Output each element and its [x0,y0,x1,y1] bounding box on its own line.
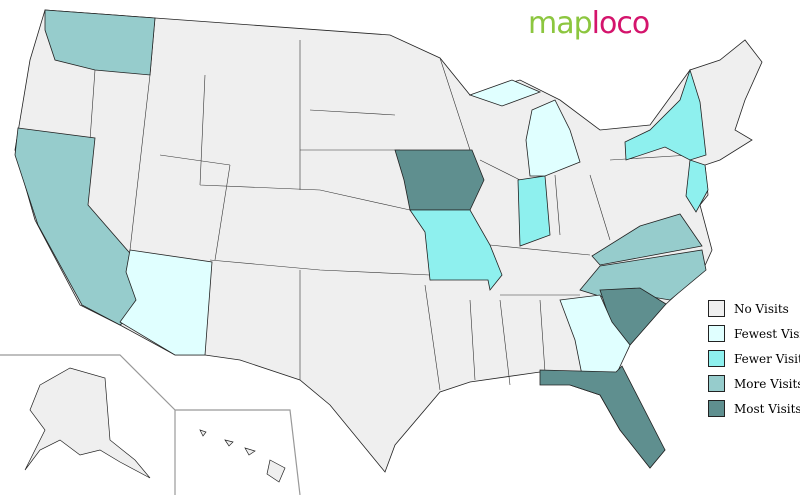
state-new-jersey [685,159,709,213]
legend-swatch [708,325,725,342]
state-michigan [468,79,581,177]
legend-item: Fewest Visits [708,321,800,346]
state-georgia [559,294,631,376]
legend-swatch [708,300,725,317]
state-florida [539,365,666,469]
legend: No Visits Fewest Visits Fewer Visits Mor… [708,296,800,421]
state-iowa [394,149,485,211]
legend-swatch [708,375,725,392]
alaska-inset [0,354,301,495]
state-washington [44,9,156,76]
maploco-logo: maploco [528,6,650,41]
state-missouri [409,209,503,291]
legend-item: Most Visits [708,396,800,421]
state-arizona [119,249,213,356]
legend-item: No Visits [708,296,800,321]
legend-item: Fewer Visits [708,346,800,371]
legend-swatch [708,350,725,367]
legend-item: More Visits [708,371,800,396]
state-indiana [517,175,551,247]
state-new-york [624,68,707,161]
state-virginia [591,213,703,266]
state-alaska [24,367,151,479]
legend-swatch [708,400,725,417]
state-hawaii [199,429,286,483]
